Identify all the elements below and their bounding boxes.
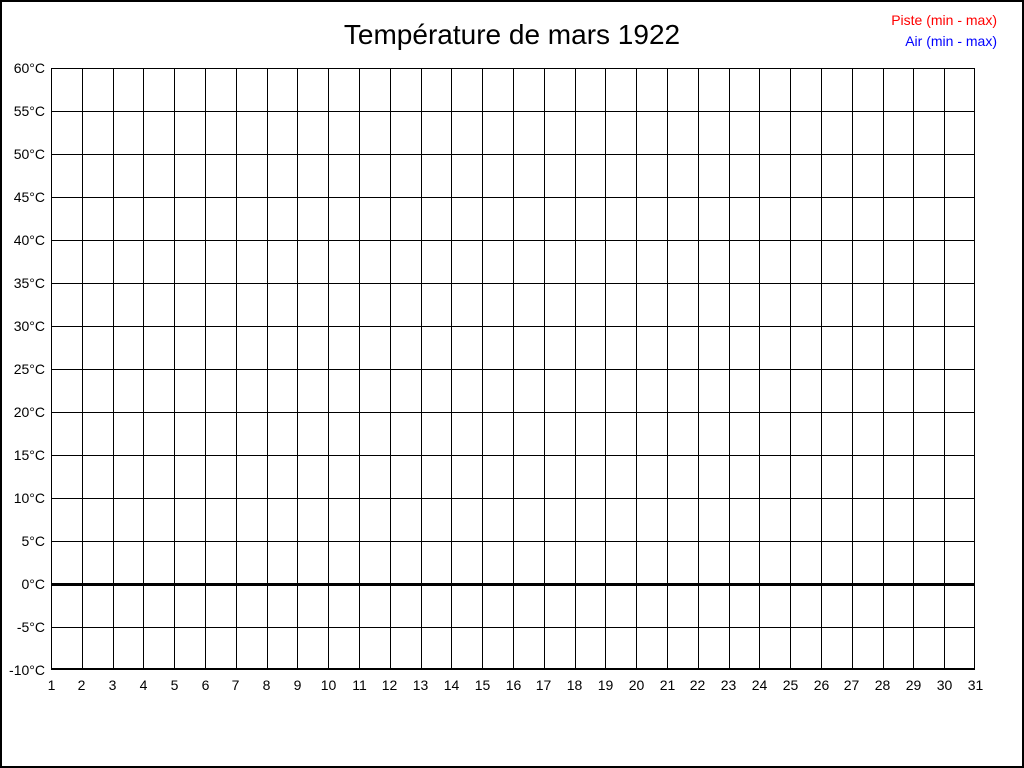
h-gridline	[51, 197, 975, 198]
y-tick-label: -10°C	[9, 662, 45, 678]
h-gridline	[51, 668, 975, 670]
x-tick-label: 14	[443, 677, 460, 693]
y-tick-label: 40°C	[13, 232, 45, 248]
x-tick-label: 9	[293, 677, 302, 693]
h-gridline	[51, 154, 975, 155]
x-tick-label: 25	[782, 677, 799, 693]
y-tick-label: 10°C	[13, 490, 45, 506]
y-tick-label: 60°C	[13, 60, 45, 76]
y-tick-label: 20°C	[13, 404, 45, 420]
x-tick-label: 6	[201, 677, 210, 693]
h-gridline	[51, 326, 975, 327]
y-tick-label: 15°C	[13, 447, 45, 463]
x-tick-label: 7	[231, 677, 240, 693]
x-tick-label: 31	[967, 677, 984, 693]
x-tick-label: 4	[139, 677, 148, 693]
x-tick-label: 5	[170, 677, 179, 693]
y-tick-label: 45°C	[13, 189, 45, 205]
x-tick-label: 16	[505, 677, 522, 693]
plot-area	[51, 68, 975, 670]
h-gridline	[51, 240, 975, 241]
y-tick-label: 5°C	[21, 533, 46, 549]
x-tick-label: 12	[381, 677, 398, 693]
x-tick-label: 29	[905, 677, 922, 693]
x-tick-label: 18	[566, 677, 583, 693]
h-gridline	[51, 455, 975, 456]
y-tick-label: 25°C	[13, 361, 45, 377]
x-tick-label: 27	[843, 677, 860, 693]
h-gridline	[51, 283, 975, 284]
zero-line	[51, 583, 975, 586]
x-tick-label: 20	[628, 677, 645, 693]
x-tick-label: 1	[47, 677, 56, 693]
x-tick-label: 13	[412, 677, 429, 693]
legend: Piste (min - max) Air (min - max)	[891, 10, 997, 52]
y-tick-label: 0°C	[21, 576, 46, 592]
x-tick-label: 15	[474, 677, 491, 693]
x-tick-label: 19	[597, 677, 614, 693]
x-tick-label: 11	[352, 677, 367, 693]
x-tick-label: 23	[720, 677, 737, 693]
h-gridline	[51, 68, 975, 69]
x-tick-label: 26	[813, 677, 830, 693]
chart-title: Température de mars 1922	[343, 19, 681, 50]
x-tick-label: 30	[936, 677, 953, 693]
x-tick-label: 21	[659, 677, 676, 693]
x-tick-label: 3	[108, 677, 117, 693]
x-tick-label: 22	[689, 677, 706, 693]
h-gridline	[51, 369, 975, 370]
y-tick-label: 55°C	[13, 103, 45, 119]
y-tick-label: 50°C	[13, 146, 45, 162]
x-tick-label: 24	[751, 677, 768, 693]
x-tick-label: 28	[874, 677, 891, 693]
y-tick-label: 30°C	[13, 318, 45, 334]
x-tick-label: 17	[535, 677, 552, 693]
h-gridline	[51, 627, 975, 628]
x-tick-label: 8	[262, 677, 271, 693]
legend-entry-piste: Piste (min - max)	[891, 12, 997, 28]
h-gridline	[51, 412, 975, 413]
x-tick-label: 2	[77, 677, 86, 693]
h-gridline	[51, 541, 975, 542]
x-tick-label: 10	[320, 677, 337, 693]
h-gridline	[51, 111, 975, 112]
h-gridline	[51, 498, 975, 499]
legend-entry-air: Air (min - max)	[905, 33, 997, 49]
y-tick-label: -5°C	[16, 619, 45, 635]
y-tick-label: 35°C	[13, 275, 45, 291]
